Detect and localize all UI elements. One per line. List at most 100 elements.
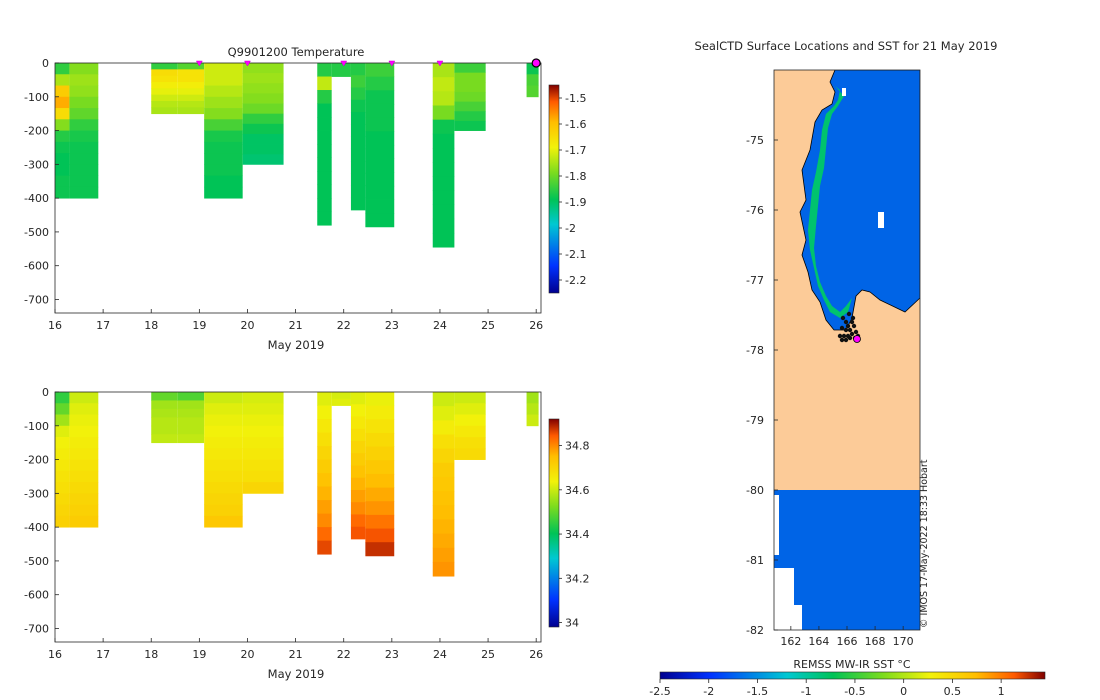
profile-6-cell — [317, 211, 332, 226]
profile-4-cell — [204, 164, 243, 177]
profile-9-cell — [365, 542, 395, 557]
map-y-tick-label: -75 — [746, 134, 764, 147]
profile-0-cell — [55, 153, 70, 165]
profile-7-cell — [331, 63, 351, 71]
map-missing-data-5 — [842, 88, 846, 96]
profile-10-cell — [432, 190, 455, 206]
profile-10-cell — [432, 162, 455, 177]
colorbar-tick-label: -2.2 — [565, 274, 586, 287]
profile-1-cell — [69, 153, 99, 165]
profile-8-cell — [350, 136, 366, 150]
profile-11-cell — [454, 120, 486, 131]
profile-9-cell — [365, 76, 395, 91]
profile-5-cell — [242, 482, 284, 494]
map-x-tick-label: 166 — [837, 635, 858, 648]
profile-10-cell — [432, 392, 455, 407]
profile-6-cell — [317, 459, 332, 474]
x-tick-label: 20 — [240, 648, 254, 661]
profile-3-cell — [177, 107, 205, 115]
profile-10-cell — [432, 547, 455, 563]
seal-location-dot — [843, 327, 849, 333]
map-x-tick-label: 164 — [808, 635, 829, 648]
seal-location-dot — [841, 333, 847, 339]
profile-1-cell — [69, 85, 99, 98]
profile-3-cell — [177, 400, 205, 410]
profile-10-cell — [432, 176, 455, 191]
profile-4-cell — [204, 425, 243, 438]
profile-4-cell — [204, 63, 243, 75]
profile-8-cell — [350, 465, 366, 479]
profile-8-cell — [350, 477, 366, 491]
profile-9-cell — [365, 172, 395, 187]
map-y-tick-label: -82 — [746, 624, 764, 637]
map-y-tick-label: -81 — [746, 554, 764, 567]
profile-12-cell — [526, 392, 539, 404]
profile-marker — [244, 60, 251, 67]
profile-4-cell — [204, 482, 243, 494]
profile-6-cell — [317, 486, 332, 501]
profile-10-cell — [432, 491, 455, 506]
x-tick-label: 24 — [433, 648, 447, 661]
profile-6-cell — [317, 171, 332, 186]
profile-1-cell — [69, 504, 99, 517]
profile-3-cell — [177, 434, 205, 444]
colorbar-tick-label: 34.4 — [565, 528, 590, 541]
profile-5-cell — [242, 403, 284, 415]
profile-9-cell — [365, 501, 395, 516]
profile-9-cell — [365, 131, 395, 146]
profile-0-cell — [55, 403, 70, 415]
sst-colorbar-tick-label: -2 — [703, 685, 714, 698]
profile-8-cell — [350, 111, 366, 125]
profile-10-cell — [432, 420, 455, 435]
last-profile-marker — [531, 58, 541, 68]
profile-1-cell — [69, 459, 99, 472]
map-missing-data-1 — [774, 568, 794, 630]
profile-2-cell — [151, 417, 178, 427]
y-tick-label: -200 — [24, 454, 49, 467]
profile-3-cell — [177, 82, 205, 89]
profile-10-cell — [432, 519, 455, 535]
profile-2-cell — [151, 88, 178, 96]
profile-5-cell — [242, 154, 284, 165]
sst-colorbar-label: REMSS MW-IR SST °C — [793, 658, 911, 671]
profile-5-cell — [242, 470, 284, 483]
profile-6-cell — [317, 432, 332, 447]
profile-9-cell — [365, 392, 395, 407]
map-sea-ice-region — [799, 70, 920, 331]
profile-5-cell — [242, 83, 284, 94]
map-y-tick-label: -77 — [746, 274, 764, 287]
map-x-tick-label: 170 — [893, 635, 914, 648]
profile-5-cell — [242, 459, 284, 472]
map-y-tick-label: -79 — [746, 414, 764, 427]
y-tick-label: -500 — [24, 226, 49, 239]
seal-surface-locations — [837, 311, 861, 343]
profile-4-cell — [204, 74, 243, 86]
profile-9-cell — [365, 473, 395, 488]
profile-3-cell — [177, 94, 205, 102]
sst-colorbar-tick-label: 1 — [998, 685, 1005, 698]
profile-marker — [388, 60, 396, 67]
map-y-tick-label: -80 — [746, 484, 764, 497]
y-tick-label: 0 — [42, 386, 49, 399]
profile-5-cell — [242, 392, 284, 404]
profile-6-cell — [317, 405, 332, 420]
profile-1-cell — [69, 141, 99, 154]
profile-6-cell — [317, 419, 332, 433]
profile-11-cell — [454, 82, 486, 93]
profile-8-cell — [350, 173, 366, 186]
profile-0-cell — [55, 437, 70, 449]
profile-6-cell — [317, 76, 332, 91]
profile-12-cell — [526, 414, 539, 427]
y-tick-label: -700 — [24, 293, 49, 306]
y-tick-label: -100 — [24, 420, 49, 433]
profile-0-cell — [55, 515, 70, 528]
sst-colorbar-tick-label: 0.5 — [944, 685, 962, 698]
profile-1-cell — [69, 425, 99, 438]
salinity-colorbar — [548, 418, 560, 628]
seal-location-dot — [846, 311, 852, 317]
profile-4-cell — [204, 96, 243, 109]
map-x-tick-label: 162 — [780, 635, 801, 648]
profile-8-cell — [350, 416, 366, 430]
profile-4-cell — [204, 175, 243, 188]
